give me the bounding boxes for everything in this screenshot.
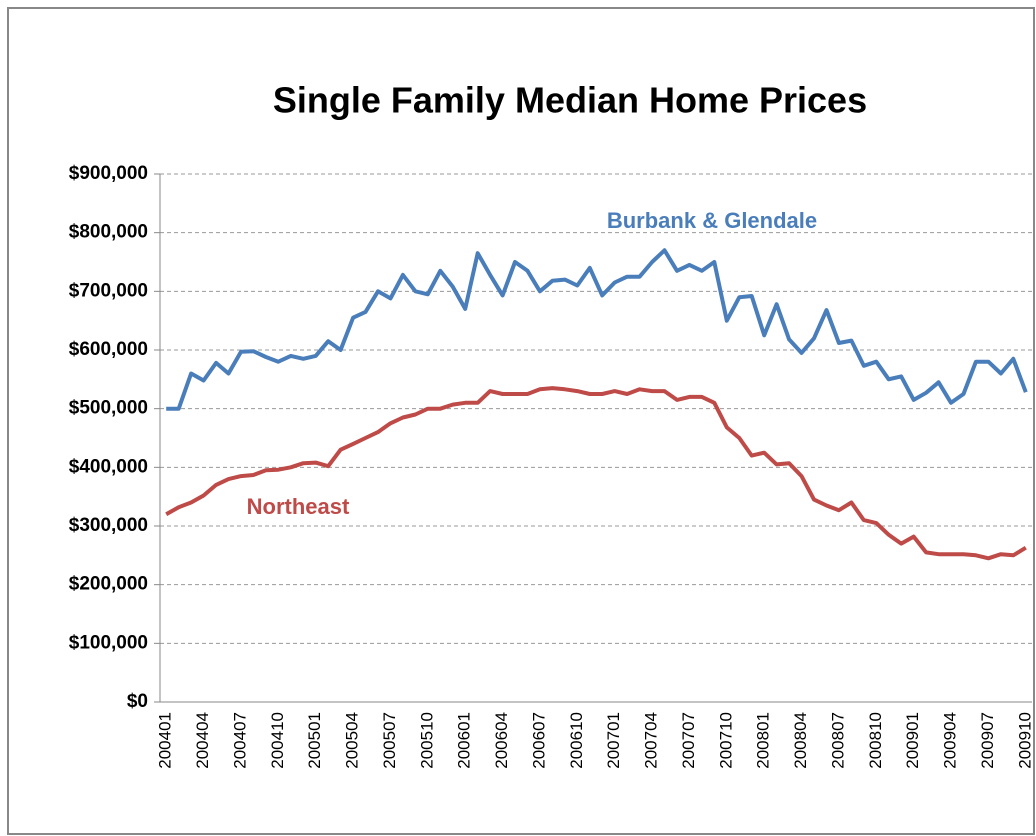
y-tick-label: $300,000 xyxy=(69,515,148,536)
x-tick-label: 200910 xyxy=(1015,712,1034,769)
x-tick-label: 200901 xyxy=(903,712,922,769)
series-label: Burbank & Glendale xyxy=(607,208,817,233)
x-tick-label: 200504 xyxy=(343,712,362,769)
y-tick-label: $100,000 xyxy=(69,632,148,653)
series-line xyxy=(165,386,1027,561)
x-tick-label: 200701 xyxy=(604,712,623,769)
y-tick-label: $600,000 xyxy=(69,339,148,360)
chart-frame xyxy=(7,7,1035,835)
series-label: Northeast xyxy=(247,494,350,519)
x-tick-label: 200601 xyxy=(455,712,474,769)
x-tick-label: 200507 xyxy=(380,712,399,769)
x-tick-label: 200607 xyxy=(529,712,548,769)
y-tick-label: $500,000 xyxy=(69,398,148,419)
x-tick-label: 200710 xyxy=(716,712,735,769)
x-tick-label: 200907 xyxy=(978,712,997,769)
x-tick-label: 200604 xyxy=(492,712,511,769)
x-tick-label: 200404 xyxy=(193,712,212,769)
y-tick-label: $400,000 xyxy=(69,456,148,477)
x-tick-label: 200804 xyxy=(791,712,810,769)
series-line xyxy=(166,248,1028,411)
x-tick-label: 200410 xyxy=(268,712,287,769)
x-tick-label: 200501 xyxy=(305,712,324,769)
x-tick-label: 200904 xyxy=(941,712,960,769)
x-tick-label: 200810 xyxy=(866,712,885,769)
x-tick-label: 200704 xyxy=(642,712,661,769)
x-tick-label: 200707 xyxy=(679,712,698,769)
x-tick-label: 200510 xyxy=(417,712,436,769)
y-tick-label: $900,000 xyxy=(69,163,148,184)
x-tick-label: 200401 xyxy=(156,712,175,769)
chart-title: Single Family Median Home Prices xyxy=(273,80,867,121)
y-tick-label: $800,000 xyxy=(69,222,148,243)
x-tick-label: 200807 xyxy=(828,712,847,769)
y-tick-label: $0 xyxy=(127,691,148,712)
y-tick-label: $700,000 xyxy=(69,280,148,301)
x-tick-label: 200610 xyxy=(567,712,586,769)
x-tick-label: 200801 xyxy=(754,712,773,769)
y-tick-label: $200,000 xyxy=(69,574,148,595)
x-tick-label: 200407 xyxy=(230,712,249,769)
